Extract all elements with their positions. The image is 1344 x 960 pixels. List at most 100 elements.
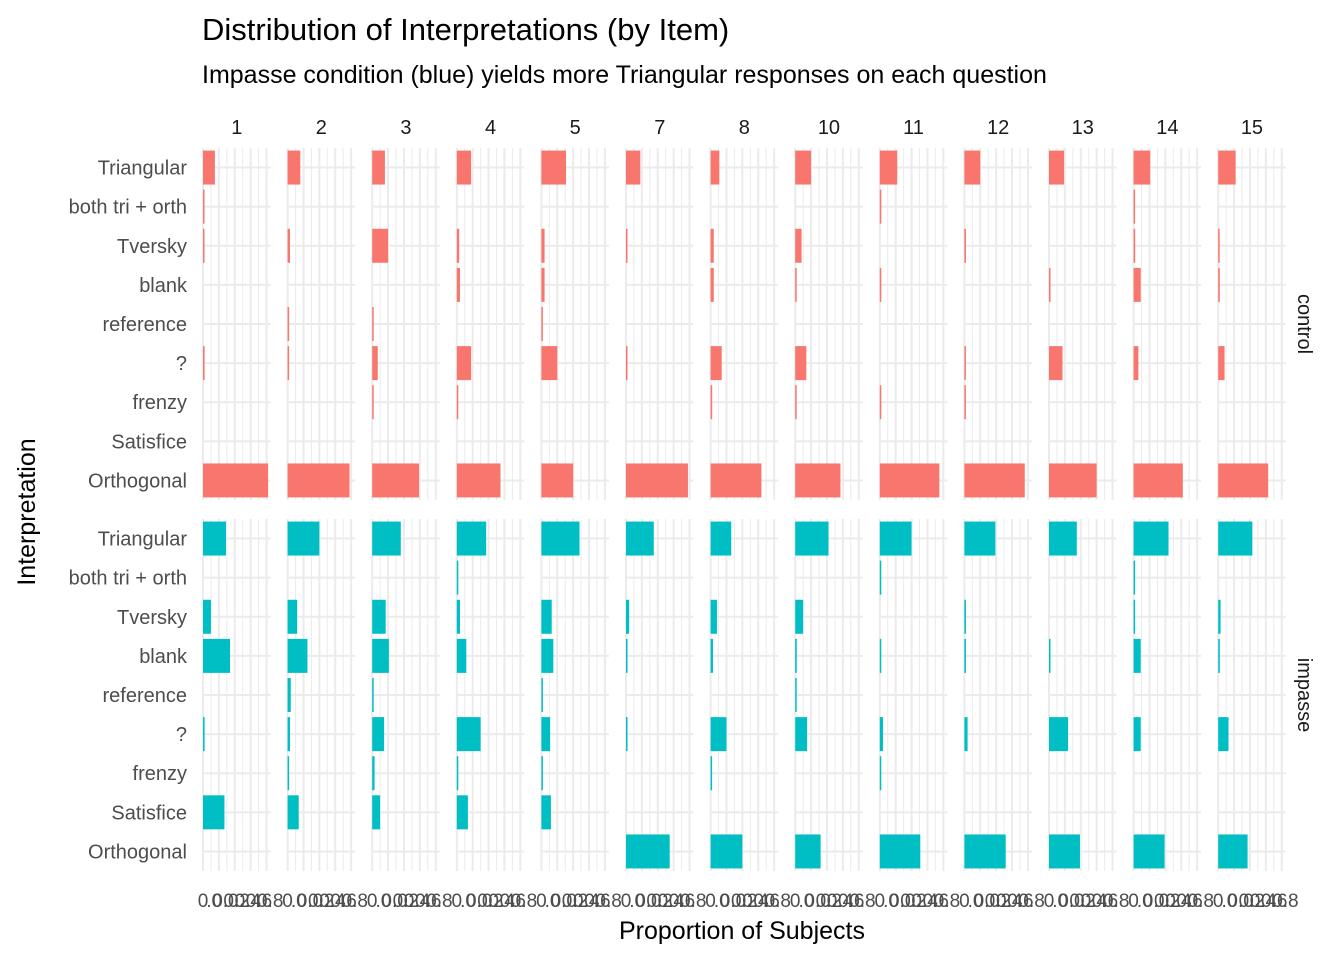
x-tick-label: 0.4 — [658, 891, 685, 912]
bar-control-item-13-0 — [1049, 150, 1065, 185]
panel-grid — [625, 519, 694, 871]
bar-control-item-5-0 — [541, 150, 567, 185]
bar-impasse-item-2-6 — [287, 756, 290, 791]
y-tick-label: frenzy — [133, 763, 187, 785]
bar-impasse-item-3-6 — [372, 756, 375, 791]
bar-control-item-7-0 — [626, 150, 641, 185]
bar-control-item-11-0 — [879, 150, 898, 185]
y-tick-label: Tversky — [117, 236, 187, 258]
panel-grid — [878, 148, 948, 500]
bar-impasse-item-8-2 — [710, 599, 717, 634]
x-tick-label: 0.2 — [816, 891, 842, 912]
panel-grid — [1048, 519, 1117, 871]
y-tick-label: both tri + orth — [69, 197, 187, 219]
x-tick-label: 0 — [959, 891, 970, 912]
x-tick-label: 0.8 — [680, 891, 706, 912]
bar-impasse-item-13-3 — [1049, 638, 1051, 673]
bar-impasse-item-15-3 — [1218, 638, 1220, 673]
x-tick-label: 0.2 — [477, 891, 503, 912]
x-tick-label: 0.0 — [212, 891, 238, 912]
bar-control-item-5-5 — [541, 346, 558, 381]
x-tick-label: 0.4 — [742, 891, 769, 912]
bar-impasse-item-5-5 — [541, 717, 551, 752]
bar-impasse-item-2-7 — [287, 795, 299, 830]
x-tick-label: .0 — [798, 891, 814, 912]
bar-impasse-item-4-5 — [456, 717, 481, 752]
bar-impasse-item-10-5 — [795, 717, 808, 752]
x-tick-label: 0.2 — [308, 891, 334, 912]
bar-control-item-4-3 — [456, 267, 460, 302]
bar-control-item-3-0 — [372, 150, 385, 185]
chart-title: Distribution of Interpretations (by Item… — [202, 12, 729, 47]
x-tick-label: 0 — [282, 891, 293, 912]
bar-control-item-4-6 — [456, 385, 459, 420]
x-tick-label: .0 — [1221, 891, 1237, 912]
bar-impasse-item-4-1 — [456, 560, 459, 595]
facet-label-item-12: 12 — [987, 117, 1009, 139]
x-tick-label: 0.8 — [1272, 891, 1298, 912]
bar-impasse-item-1-0 — [203, 521, 227, 556]
x-tick-label: 0.0 — [974, 891, 1000, 912]
x-tick-label: 0.0 — [297, 891, 323, 912]
x-tick-label: 0.8 — [595, 891, 621, 912]
bar-impasse-item-12-2 — [964, 599, 966, 634]
bar-impasse-item-1-7 — [203, 795, 225, 830]
x-tick-label: 0 — [1044, 891, 1055, 912]
x-tick-label: 0.4 — [235, 891, 262, 912]
x-tick-label: .0 — [714, 891, 730, 912]
bar-control-item-14-3 — [1133, 267, 1141, 302]
y-tick-label: Satisfice — [111, 431, 187, 453]
bar-control-item-8-6 — [710, 385, 713, 420]
panel-grid — [1217, 148, 1286, 500]
y-tick-label: blank — [139, 275, 188, 297]
y-tick-label: both tri + orth — [69, 568, 187, 590]
panel-grid — [540, 519, 609, 871]
bar-impasse-item-14-1 — [1133, 560, 1136, 595]
bar-impasse-item-5-6 — [541, 756, 543, 791]
x-tick-label: 0.8 — [849, 891, 875, 912]
bar-impasse-item-14-8 — [1133, 834, 1165, 869]
bar-control-item-12-0 — [964, 150, 981, 185]
bar-impasse-item-11-1 — [879, 560, 882, 595]
bar-control-item-11-3 — [879, 267, 882, 302]
bar-control-item-1-2 — [203, 228, 205, 263]
bar-impasse-item-11-5 — [879, 717, 883, 752]
y-tick-label: Orthogonal — [88, 841, 187, 863]
x-tick-label: 0.8 — [1103, 891, 1129, 912]
panel-grid — [1048, 148, 1117, 500]
panel-grid — [286, 148, 356, 500]
bar-impasse-item-12-8 — [964, 834, 1006, 869]
x-tick-label: 0 — [705, 891, 716, 912]
x-tick-label: 0.0 — [551, 891, 577, 912]
bar-control-item-4-0 — [456, 150, 472, 185]
x-tick-label: 0.0 — [381, 891, 407, 912]
x-tick-label: 0.4 — [911, 891, 938, 912]
bar-impasse-item-7-3 — [626, 638, 628, 673]
bar-impasse-item-3-2 — [372, 599, 386, 634]
bar-control-item-1-0 — [203, 150, 215, 185]
x-tick-label: 0.2 — [985, 891, 1011, 912]
bar-control-item-15-2 — [1218, 228, 1220, 263]
bar-impasse-item-4-7 — [456, 795, 468, 830]
bar-impasse-item-8-0 — [710, 521, 732, 556]
bar-impasse-item-15-5 — [1218, 717, 1229, 752]
bar-impasse-item-5-0 — [541, 521, 580, 556]
bar-impasse-item-14-0 — [1133, 521, 1169, 556]
x-tick-label: 0.8 — [511, 891, 537, 912]
x-tick-label: .0 — [968, 891, 984, 912]
bar-control-item-14-0 — [1133, 150, 1151, 185]
bar-impasse-item-3-7 — [372, 795, 381, 830]
bar-impasse-item-2-0 — [287, 521, 320, 556]
panel-grid — [1132, 519, 1202, 871]
bar-impasse-item-8-8 — [710, 834, 743, 869]
facet-grid: 10.00.00.20.40.60.820.00.00.20.40.60.830… — [69, 117, 1315, 912]
panel-grid — [1132, 148, 1202, 500]
panel-grid — [709, 148, 779, 500]
x-tick-label: .0 — [1052, 891, 1068, 912]
bar-control-item-10-6 — [795, 385, 797, 420]
bar-impasse-item-8-6 — [710, 756, 713, 791]
panel-grid — [202, 148, 271, 500]
bar-control-item-8-3 — [710, 267, 714, 302]
bar-impasse-item-15-2 — [1218, 599, 1221, 634]
bar-impasse-item-7-2 — [626, 599, 630, 634]
